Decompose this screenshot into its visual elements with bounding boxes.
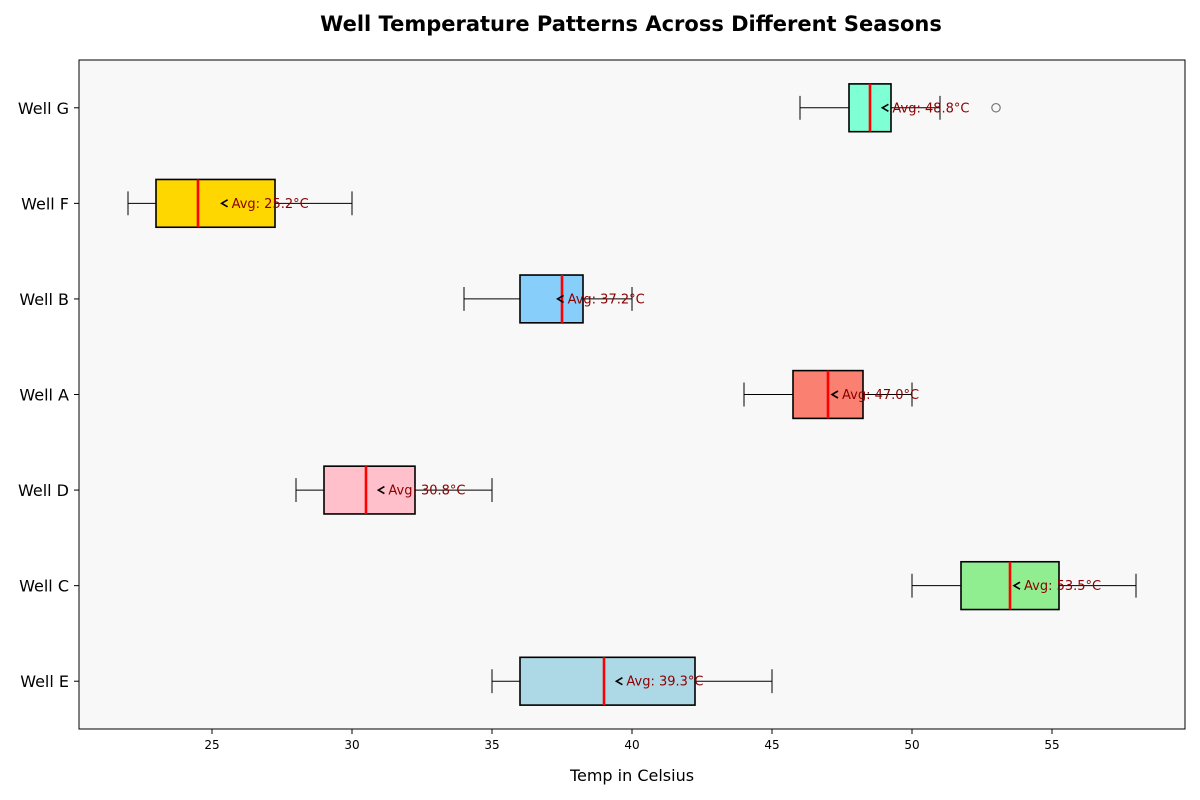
outlier-point xyxy=(991,102,1001,113)
y-tick-label: Well B xyxy=(19,290,69,309)
x-tick-label: 40 xyxy=(624,738,639,752)
x-axis: 25 30 35 40 45 50 55 xyxy=(204,729,1060,752)
plot-area xyxy=(79,60,1185,729)
box xyxy=(155,178,276,229)
box-group-well-f: Avg: 25.2°C xyxy=(127,178,353,229)
x-tick-label: 35 xyxy=(484,738,499,752)
chart-marks: Avg: 39.3°C Avg: 53.5°C Avg: 30.8°C Avg: 47… xyxy=(127,83,1137,706)
x-tick-label: 50 xyxy=(904,738,919,752)
mean-arrow xyxy=(376,485,385,495)
box-group-well-c: Avg: 53.5°C xyxy=(911,560,1137,611)
mean-arrow xyxy=(556,294,565,304)
box-group-well-a: Avg: 47.0°C xyxy=(743,369,919,420)
mean-annotation: Avg: 47.0°C xyxy=(842,388,919,403)
y-axis: Well E Well C Well D Well A Well B Well F Well… xyxy=(18,99,79,691)
mean-annotation: Avg: 25.2°C xyxy=(232,197,309,212)
x-tick-label: 55 xyxy=(1044,738,1059,752)
mean-arrow xyxy=(880,103,889,112)
y-tick-label: Well C xyxy=(19,577,69,596)
box-group-well-d: Avg: 30.8°C xyxy=(295,465,493,515)
box xyxy=(519,656,696,706)
x-axis-label: Temp in Celsius xyxy=(569,766,694,785)
box-group-well-e: Avg: 39.3°C xyxy=(491,656,773,706)
box xyxy=(323,465,416,515)
box-group-well-g: Avg: 48.8°C xyxy=(799,83,1001,133)
mean-arrow xyxy=(614,677,623,686)
y-tick-label: Well D xyxy=(18,481,69,500)
box xyxy=(519,274,584,324)
mean-arrow xyxy=(220,199,229,208)
mean-annotation: Avg: 37.2°C xyxy=(568,292,645,307)
mean-annotation: Avg: 53.5°C xyxy=(1024,579,1101,594)
y-tick-label: Well G xyxy=(18,99,69,118)
mean-arrow xyxy=(1012,581,1021,590)
chart-title: Well Temperature Patterns Across Differe… xyxy=(320,12,942,36)
mean-annotation: Avg: 30.8°C xyxy=(388,484,465,499)
x-tick-label: 45 xyxy=(764,738,779,752)
mean-arrow xyxy=(830,390,839,399)
mean-annotation: Avg: 39.3°C xyxy=(626,675,703,690)
y-tick-label: Well F xyxy=(21,194,69,213)
box-group-well-b: Avg: 37.2°C xyxy=(463,274,645,324)
y-tick-label: Well E xyxy=(20,672,69,691)
x-tick-label: 30 xyxy=(344,738,359,752)
mean-annotation: Avg: 48.8°C xyxy=(892,101,969,116)
y-tick-label: Well A xyxy=(19,386,69,405)
x-tick-label: 25 xyxy=(204,738,219,752)
